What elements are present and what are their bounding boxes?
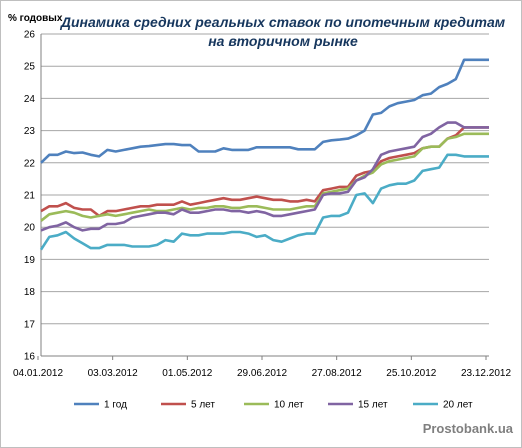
x-tick-label: 25.10.2012 [386,368,436,379]
series-line-4 [40,121,489,232]
y-tick-label: 23 [24,126,36,137]
x-tick-label: 23.12.2012 [461,368,511,379]
series-line-5 [39,153,489,251]
series-line-3 [40,132,489,222]
gridlines [41,33,489,357]
y-tick-label: 25 [24,62,36,73]
series-line-2 [40,126,489,218]
x-tick-label: 01.05.2012 [162,368,212,379]
legend-label-4: 15 лет [358,400,388,411]
axes [37,34,489,360]
x-tick-label: 03.03.2012 [88,368,138,379]
y-tick-label: 20 [24,223,36,234]
legend: 1 год 5 лет 10 лет 15 лет 20 лет [74,400,473,411]
legend-label-2: 5 лет [191,400,215,411]
x-tick-labels: 04.01.2012 03.03.2012 01.05.2012 29.06.2012… [13,368,511,379]
chart-title-line-2: на вторичном рынке [208,33,358,49]
x-tick-label: 29.06.2012 [237,368,287,379]
chart-title-line-1: Динамика средних реальных ставок по ипот… [60,14,506,30]
x-tick-label: 27.08.2012 [312,368,362,379]
series-lines [39,58,489,251]
legend-label-5: 20 лет [443,400,473,411]
legend-label-3: 10 лет [274,400,304,411]
y-tick-label: 16 [24,352,36,363]
x-tick-label: 04.01.2012 [13,368,63,379]
y-tick-labels: 16 17 18 19 20 21 22 23 24 25 26 [24,30,36,363]
series-line-1 [40,58,489,164]
legend-label-1: 1 год [104,400,127,411]
y-tick-label: 17 [24,319,36,330]
y-tick-label: 26 [24,30,36,41]
y-tick-label: 18 [24,287,36,298]
watermark-text: Prostobank.ua [423,421,514,436]
y-tick-label: 22 [24,158,36,169]
y-tick-label: 21 [24,191,36,202]
y-axis-label: % годовых [8,13,63,24]
y-tick-label: 19 [24,255,36,266]
y-tick-label: 24 [24,94,36,105]
